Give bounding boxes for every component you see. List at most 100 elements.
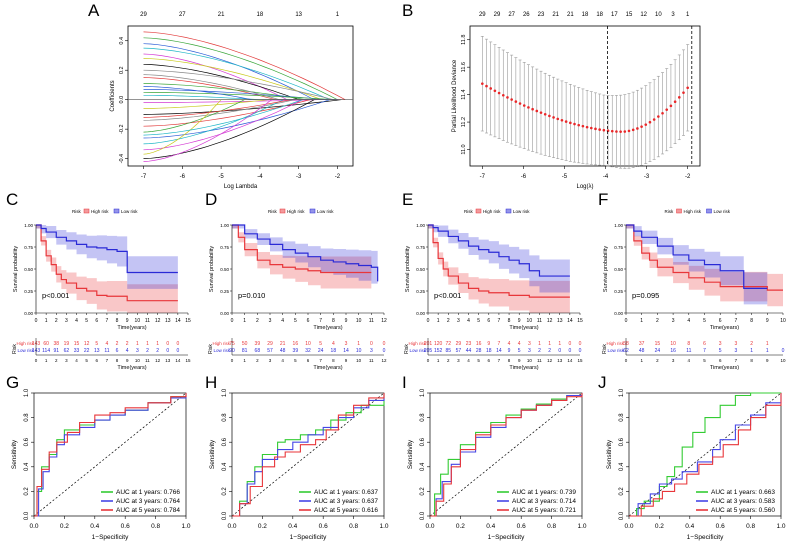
y-axis-label: Sensitivity	[407, 439, 414, 469]
risk-table-tick: 9	[518, 358, 521, 363]
deviance-point	[665, 108, 669, 111]
y-tick-label: 0.25	[614, 289, 623, 294]
roc-curve	[232, 393, 385, 517]
risk-count: 11	[686, 348, 691, 354]
x-tick-label: 0.2	[60, 523, 69, 530]
x-tick-label: 4	[281, 318, 284, 324]
risk-count: 57	[456, 348, 462, 354]
x-tick-label: 3	[65, 318, 68, 324]
x-tick-label: 0.0	[29, 523, 38, 530]
legend-title: Risk	[464, 209, 473, 214]
legend-label: AUC at 1 years: 0.766	[116, 489, 180, 496]
x-tick-label: 10	[356, 318, 362, 324]
x-tick-label: 12	[547, 318, 553, 324]
legend-swatch-low	[706, 208, 712, 214]
risk-count: 39	[255, 341, 261, 347]
legend-label: AUC at 3 years: 0.714	[512, 498, 576, 505]
risk-table-tick: 5	[294, 358, 297, 363]
x-tick-label: 0.4	[288, 523, 297, 530]
p-value: p<0.001	[42, 291, 69, 300]
risk-table-tick: 2	[55, 358, 58, 363]
deviance-point	[489, 87, 493, 90]
panel-letter-I: I	[402, 373, 407, 392]
x-tick-label: 0.2	[456, 523, 465, 530]
x-tick-label: 10	[135, 318, 141, 324]
panel-c: 0 1 2 3 4 5 6 7 8 9 10 11 12 13 14 150.000.250.500.751.…	[12, 208, 191, 371]
deviance-point	[610, 129, 614, 133]
risk-count: 2	[538, 348, 541, 354]
panel-j: 0.0 0.2 0.4 0.6 0.8 1.0 0.0 0.2 0.4 0.6 0.8 1.0 1−Sp…	[606, 388, 786, 541]
y-tick-label: 0.50	[416, 267, 425, 272]
plot-frame	[429, 392, 583, 517]
x-tick-label: -3	[644, 174, 650, 180]
risk-count: 1	[558, 341, 561, 347]
x-tick-label: -6	[521, 174, 527, 180]
deviance-point	[669, 104, 673, 108]
panel-f: 0 1 2 3 4 5 6 7 8 9 100.000.250.500.751.00Time(yea…	[602, 208, 786, 371]
x-tick-label: 7	[106, 318, 109, 324]
coefficient-path	[143, 47, 338, 101]
high-risk-ci-band	[232, 225, 372, 291]
legend-label: AUC at 5 years: 0.616	[314, 507, 378, 514]
top-tick-label: 26	[523, 12, 530, 18]
risk-count: 57	[267, 348, 273, 354]
panel-e: 0 1 2 3 4 5 6 7 8 9 10 11 12 13 14 150.000.250.500.751.…	[404, 208, 583, 371]
x-axis-label: 1−Specificity	[488, 534, 525, 541]
y-tick-label: 0.2	[24, 487, 30, 496]
legend-label: AUC at 5 years: 0.560	[711, 507, 775, 514]
risk-table-label: Risk	[12, 344, 18, 354]
x-axis-label: 1−Specificity	[92, 534, 129, 541]
risk-count: 18	[331, 348, 337, 354]
coefficient-path	[143, 99, 338, 145]
deviance-point	[510, 98, 513, 101]
risk-table-tick: 9	[126, 358, 129, 363]
y-tick-label: 11.6	[461, 62, 467, 72]
x-tick-label: 0.6	[121, 523, 130, 530]
diagonal-reference	[231, 392, 385, 517]
x-tick-label: 8	[750, 318, 753, 324]
p-value: p=0.095	[632, 291, 659, 300]
y-tick-label: 1.0	[619, 388, 625, 397]
y-tick-label: 0.8	[222, 413, 228, 422]
low-risk-curve	[626, 224, 768, 289]
deviance-point	[648, 120, 652, 124]
low-risk-ci-band	[232, 225, 378, 299]
y-tick-label: 0.0	[24, 511, 30, 520]
coefficient-path	[143, 99, 338, 155]
y-axis-label: Coefficients	[110, 80, 116, 111]
legend-label: AUC at 1 years: 0.663	[711, 489, 775, 496]
risk-count: 16	[476, 341, 482, 347]
coefficient-path	[143, 53, 338, 101]
risk-count: 28	[476, 348, 482, 354]
risk-count: 11	[104, 348, 109, 354]
risk-count: 3	[735, 341, 738, 347]
x-axis-label: Time(years)	[509, 325, 538, 331]
y-tick-label: 0.25	[416, 289, 425, 294]
risk-count: 14	[496, 348, 502, 354]
legend-label: AUC at 1 years: 0.739	[512, 489, 576, 496]
x-tick-label: 4	[687, 318, 690, 324]
y-tick-label: 0.00	[24, 311, 33, 316]
risk-table-tick: 15	[185, 358, 191, 363]
y-axis-label: Sensitivity	[11, 439, 18, 469]
deviance-point	[548, 114, 551, 118]
p-value: p=0.010	[238, 291, 265, 300]
y-tick-label: 0.8	[619, 413, 625, 422]
x-tick-label: 2	[656, 318, 659, 324]
legend-swatch-high	[475, 208, 482, 214]
deviance-point	[661, 111, 664, 115]
risk-count: 33	[74, 348, 80, 354]
low-risk-curve	[36, 224, 178, 274]
y-tick-label: 0.8	[420, 413, 426, 422]
risk-table-tick: 3	[672, 358, 675, 363]
x-axis-label: 1−Specificity	[290, 534, 327, 541]
coefficient-path	[143, 31, 346, 101]
y-tick-label: 0.6	[24, 437, 30, 446]
x-axis-label: Log(λ)	[576, 184, 593, 190]
coefficient-path	[143, 99, 338, 136]
deviance-point	[644, 123, 648, 126]
risk-count: 24	[318, 348, 324, 354]
plot-frame	[127, 25, 354, 167]
risk-table-xlabel: Time(years)	[313, 365, 342, 371]
risk-table-label: Risk	[208, 344, 214, 354]
